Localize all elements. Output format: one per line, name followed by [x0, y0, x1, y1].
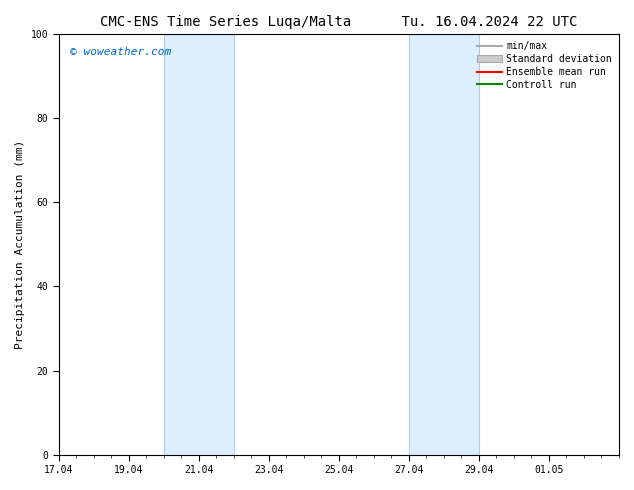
Title: CMC-ENS Time Series Luqa/Malta      Tu. 16.04.2024 22 UTC: CMC-ENS Time Series Luqa/Malta Tu. 16.04…	[100, 15, 578, 29]
Bar	[409, 34, 479, 455]
Bar	[164, 34, 234, 455]
Legend: min/max, Standard deviation, Ensemble mean run, Controll run: min/max, Standard deviation, Ensemble me…	[474, 37, 616, 94]
Text: © woweather.com: © woweather.com	[70, 47, 171, 57]
Y-axis label: Precipitation Accumulation (mm): Precipitation Accumulation (mm)	[15, 140, 25, 349]
